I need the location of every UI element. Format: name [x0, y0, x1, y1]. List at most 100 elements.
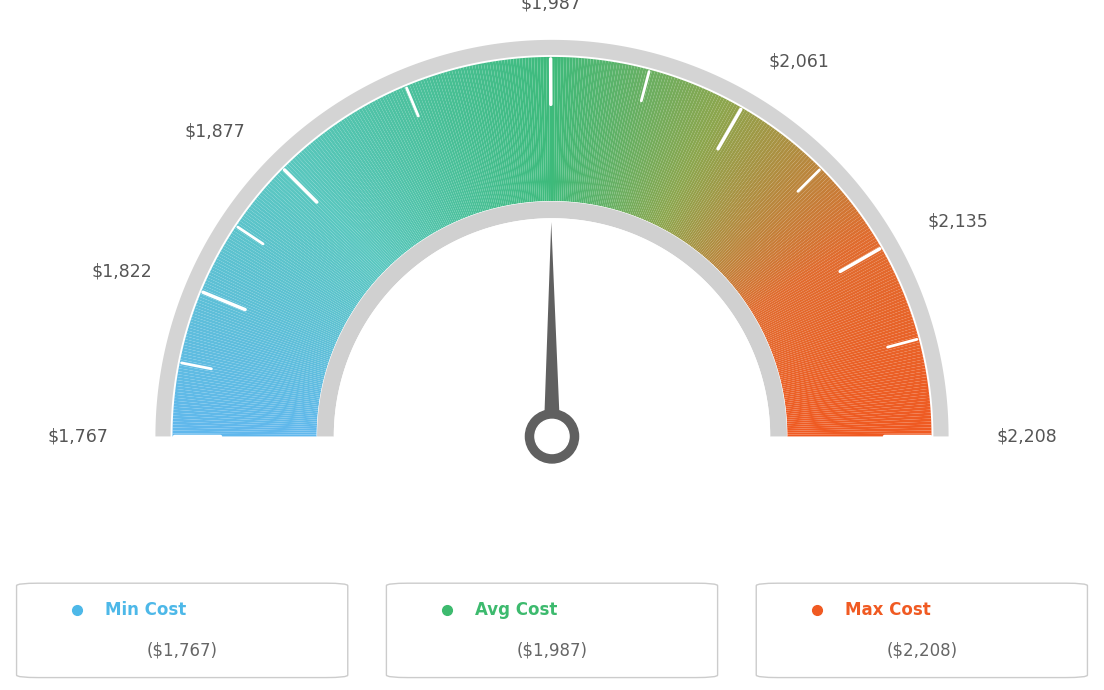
Polygon shape [787, 433, 932, 437]
Polygon shape [473, 65, 505, 206]
Polygon shape [388, 93, 452, 224]
Polygon shape [179, 362, 321, 393]
Polygon shape [317, 201, 787, 437]
Polygon shape [432, 75, 479, 213]
Polygon shape [181, 354, 322, 387]
Polygon shape [437, 74, 482, 212]
Polygon shape [501, 60, 522, 204]
Polygon shape [787, 422, 932, 429]
Polygon shape [703, 146, 798, 257]
Polygon shape [242, 216, 361, 301]
Polygon shape [406, 85, 464, 219]
Polygon shape [712, 158, 811, 265]
Polygon shape [646, 88, 705, 221]
Polygon shape [209, 272, 340, 336]
Polygon shape [185, 333, 326, 375]
Polygon shape [786, 392, 930, 411]
Polygon shape [496, 61, 519, 204]
Polygon shape [761, 262, 890, 330]
Polygon shape [396, 89, 457, 222]
Polygon shape [174, 401, 318, 416]
Polygon shape [347, 116, 426, 239]
Polygon shape [688, 126, 773, 245]
Polygon shape [776, 319, 914, 366]
Polygon shape [172, 433, 317, 436]
Polygon shape [190, 319, 328, 366]
Polygon shape [306, 146, 401, 257]
Polygon shape [587, 61, 612, 204]
Polygon shape [713, 160, 814, 266]
Polygon shape [177, 380, 319, 403]
Polygon shape [669, 107, 743, 233]
Polygon shape [174, 395, 318, 413]
Polygon shape [382, 96, 448, 226]
Polygon shape [755, 246, 882, 320]
Polygon shape [202, 286, 336, 345]
Polygon shape [229, 235, 352, 313]
Polygon shape [299, 152, 396, 261]
Polygon shape [475, 64, 506, 206]
Polygon shape [664, 102, 735, 230]
Polygon shape [758, 254, 887, 325]
Polygon shape [478, 63, 508, 206]
Polygon shape [760, 256, 888, 326]
Polygon shape [787, 410, 931, 422]
Polygon shape [180, 359, 321, 391]
Polygon shape [331, 126, 416, 245]
FancyBboxPatch shape [386, 583, 718, 678]
Polygon shape [415, 81, 469, 217]
Polygon shape [681, 119, 763, 241]
Polygon shape [782, 351, 922, 385]
Polygon shape [308, 144, 402, 256]
Polygon shape [286, 164, 389, 268]
Polygon shape [690, 130, 777, 247]
Polygon shape [666, 104, 737, 231]
Polygon shape [561, 57, 570, 201]
Polygon shape [776, 322, 915, 367]
Polygon shape [367, 104, 438, 231]
Polygon shape [490, 61, 516, 204]
Polygon shape [764, 272, 895, 336]
Polygon shape [582, 60, 603, 204]
Polygon shape [248, 206, 365, 295]
Polygon shape [722, 175, 829, 275]
Polygon shape [763, 267, 893, 333]
Polygon shape [682, 121, 765, 241]
Polygon shape [189, 322, 328, 367]
Polygon shape [341, 119, 423, 241]
Polygon shape [709, 154, 807, 262]
Polygon shape [593, 63, 620, 205]
Polygon shape [508, 59, 527, 203]
Polygon shape [654, 95, 719, 225]
Polygon shape [315, 139, 406, 253]
Polygon shape [772, 302, 909, 355]
Polygon shape [754, 241, 879, 317]
Polygon shape [718, 166, 820, 270]
Polygon shape [763, 270, 894, 335]
Polygon shape [391, 92, 454, 224]
Polygon shape [731, 190, 842, 285]
Polygon shape [364, 106, 437, 232]
Polygon shape [519, 58, 533, 202]
Polygon shape [680, 117, 761, 239]
Polygon shape [534, 57, 543, 201]
Polygon shape [526, 58, 538, 201]
Polygon shape [729, 186, 839, 282]
Polygon shape [288, 162, 390, 268]
Polygon shape [200, 291, 335, 348]
Polygon shape [339, 121, 422, 241]
Polygon shape [662, 101, 732, 229]
Polygon shape [238, 221, 359, 304]
Polygon shape [785, 377, 927, 402]
Polygon shape [652, 93, 716, 224]
Polygon shape [714, 162, 816, 268]
Polygon shape [596, 63, 626, 206]
FancyBboxPatch shape [756, 583, 1087, 678]
Polygon shape [572, 59, 587, 202]
Polygon shape [768, 288, 903, 346]
Polygon shape [625, 75, 672, 213]
Polygon shape [510, 59, 528, 203]
Polygon shape [173, 419, 317, 427]
Polygon shape [481, 63, 510, 206]
Polygon shape [205, 280, 338, 342]
